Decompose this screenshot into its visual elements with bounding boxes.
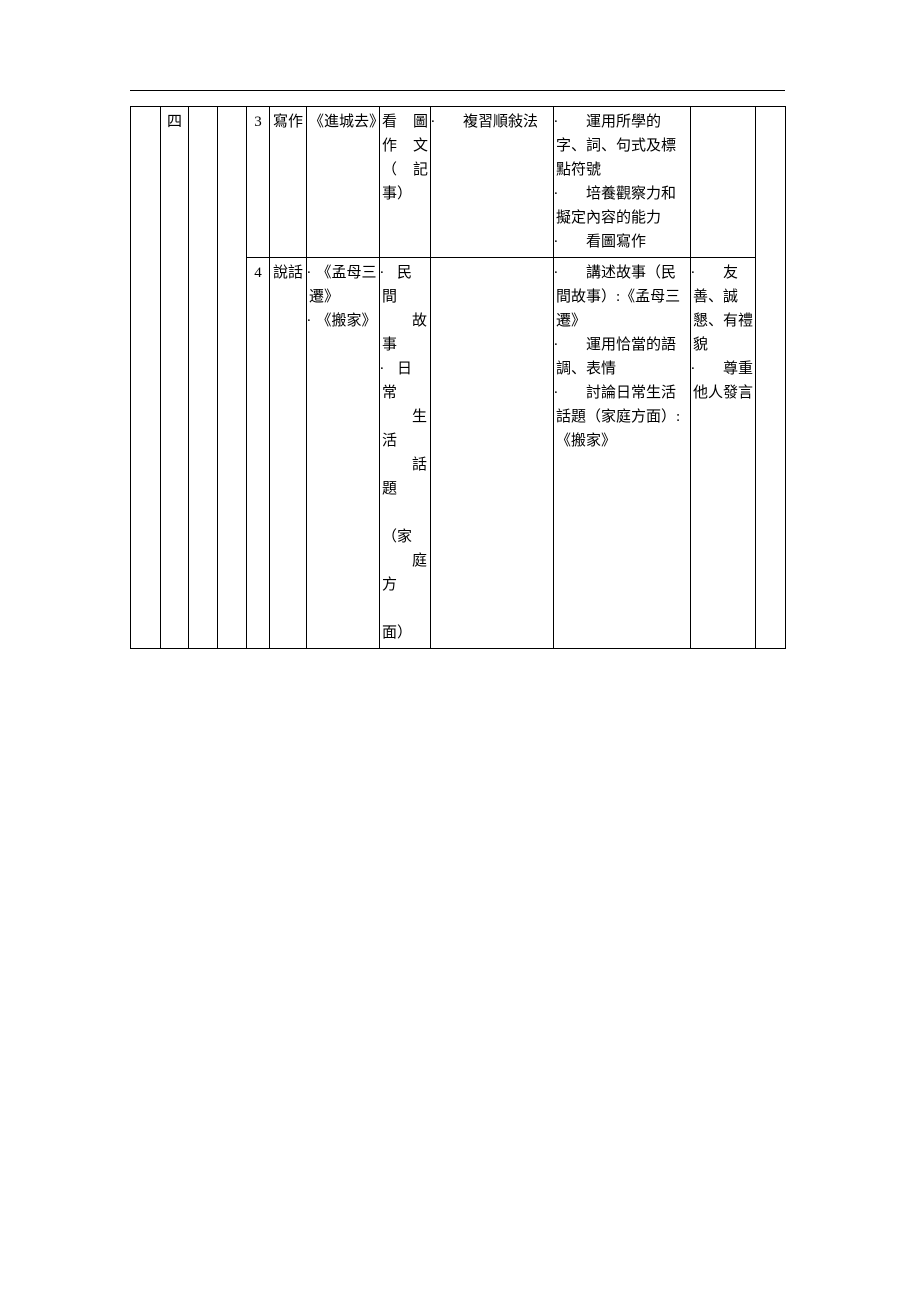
curriculum-table: 四 3 寫作 《進城去》 看 圖 作 文 （ 記 事） 複習順敍法 運用所學的字…: [130, 106, 786, 649]
list-item: 看圖寫作: [556, 230, 688, 254]
list-item: 培養觀察力和擬定內容的能力: [556, 182, 688, 230]
title-list: 《孟母三遷》 《搬家》: [309, 261, 377, 333]
form-line: 事: [382, 333, 428, 357]
form-line: （家: [382, 525, 428, 549]
cell-method: [431, 258, 554, 649]
cell-type: 寫作: [270, 107, 307, 258]
list-item: 運用恰當的語調、表情: [556, 333, 688, 381]
cell-type: 說話: [270, 258, 307, 649]
page: 四 3 寫作 《進城去》 看 圖 作 文 （ 記 事） 複習順敍法 運用所學的字…: [0, 0, 920, 1302]
form-line: 常: [382, 381, 428, 405]
lesson-type: 寫作: [273, 114, 303, 130]
cell-values: 友善、誠懇、有禮貌 尊重他人發言: [691, 258, 756, 649]
lesson-number: 3: [254, 114, 262, 130]
form-line: 活: [382, 429, 428, 453]
values-list: 友善、誠懇、有禮貌 尊重他人發言: [693, 261, 753, 405]
form-line: 事）: [382, 182, 428, 206]
form-line: （ 記: [382, 158, 428, 182]
cell-week: 四: [161, 107, 189, 649]
form-line: 生: [382, 405, 428, 429]
form-line: 方: [382, 573, 428, 597]
form-line: 題: [382, 477, 428, 501]
cell-blank-2: [189, 107, 218, 649]
table-row: 四 3 寫作 《進城去》 看 圖 作 文 （ 記 事） 複習順敍法 運用所學的字…: [131, 107, 786, 258]
lesson-title: 《進城去》: [309, 114, 384, 130]
cell-form: 民 間 故 事 日 常 生 活 話 題 （家 庭 方 面）: [380, 258, 431, 649]
form-list: 日: [382, 357, 428, 381]
list-item: 尊重他人發言: [693, 357, 753, 405]
list-item: 複習順敍法: [433, 110, 551, 134]
header-rule: [130, 90, 785, 91]
cell-blank-0: [131, 107, 161, 649]
list-item: 日: [382, 357, 428, 381]
lesson-type: 說話: [273, 265, 303, 281]
lesson-number: 4: [254, 265, 262, 281]
objectives-list: 講述故事（民間故事）:《孟母三遷》 運用恰當的語調、表情 討論日常生活話題（家庭…: [556, 261, 688, 453]
list-item: 民: [382, 261, 428, 285]
form-line: 庭: [382, 549, 428, 573]
cell-num: 4: [247, 258, 270, 649]
cell-values: [691, 107, 756, 258]
form-line: 話: [382, 453, 428, 477]
form-line: 故: [382, 309, 428, 333]
objectives-list: 運用所學的字、詞、句式及標點符號 培養觀察力和擬定內容的能力 看圖寫作: [556, 110, 688, 254]
cell-objectives: 運用所學的字、詞、句式及標點符號 培養觀察力和擬定內容的能力 看圖寫作: [554, 107, 691, 258]
cell-blank-3: [218, 107, 247, 649]
cell-form: 看 圖 作 文 （ 記 事）: [380, 107, 431, 258]
form-line: [382, 501, 428, 525]
cell-objectives: 講述故事（民間故事）:《孟母三遷》 運用恰當的語調、表情 討論日常生活話題（家庭…: [554, 258, 691, 649]
list-item: 友善、誠懇、有禮貌: [693, 261, 753, 357]
list-item: 《搬家》: [309, 309, 377, 333]
list-item: 討論日常生活話題（家庭方面）:《搬家》: [556, 381, 688, 453]
list-item: 《孟母三遷》: [309, 261, 377, 309]
form-line: 看 圖: [382, 110, 428, 134]
cell-blank-11: [756, 107, 786, 649]
method-list: 複習順敍法: [433, 110, 551, 134]
list-item: 運用所學的字、詞、句式及標點符號: [556, 110, 688, 182]
cell-title: 《孟母三遷》 《搬家》: [307, 258, 380, 649]
week-label: 四: [167, 114, 182, 130]
form-list: 民: [382, 261, 428, 285]
form-line: 間: [382, 285, 428, 309]
form-line: 作 文: [382, 134, 428, 158]
cell-title: 《進城去》: [307, 107, 380, 258]
cell-num: 3: [247, 107, 270, 258]
form-line: 面）: [382, 597, 428, 645]
cell-method: 複習順敍法: [431, 107, 554, 258]
list-item: 講述故事（民間故事）:《孟母三遷》: [556, 261, 688, 333]
